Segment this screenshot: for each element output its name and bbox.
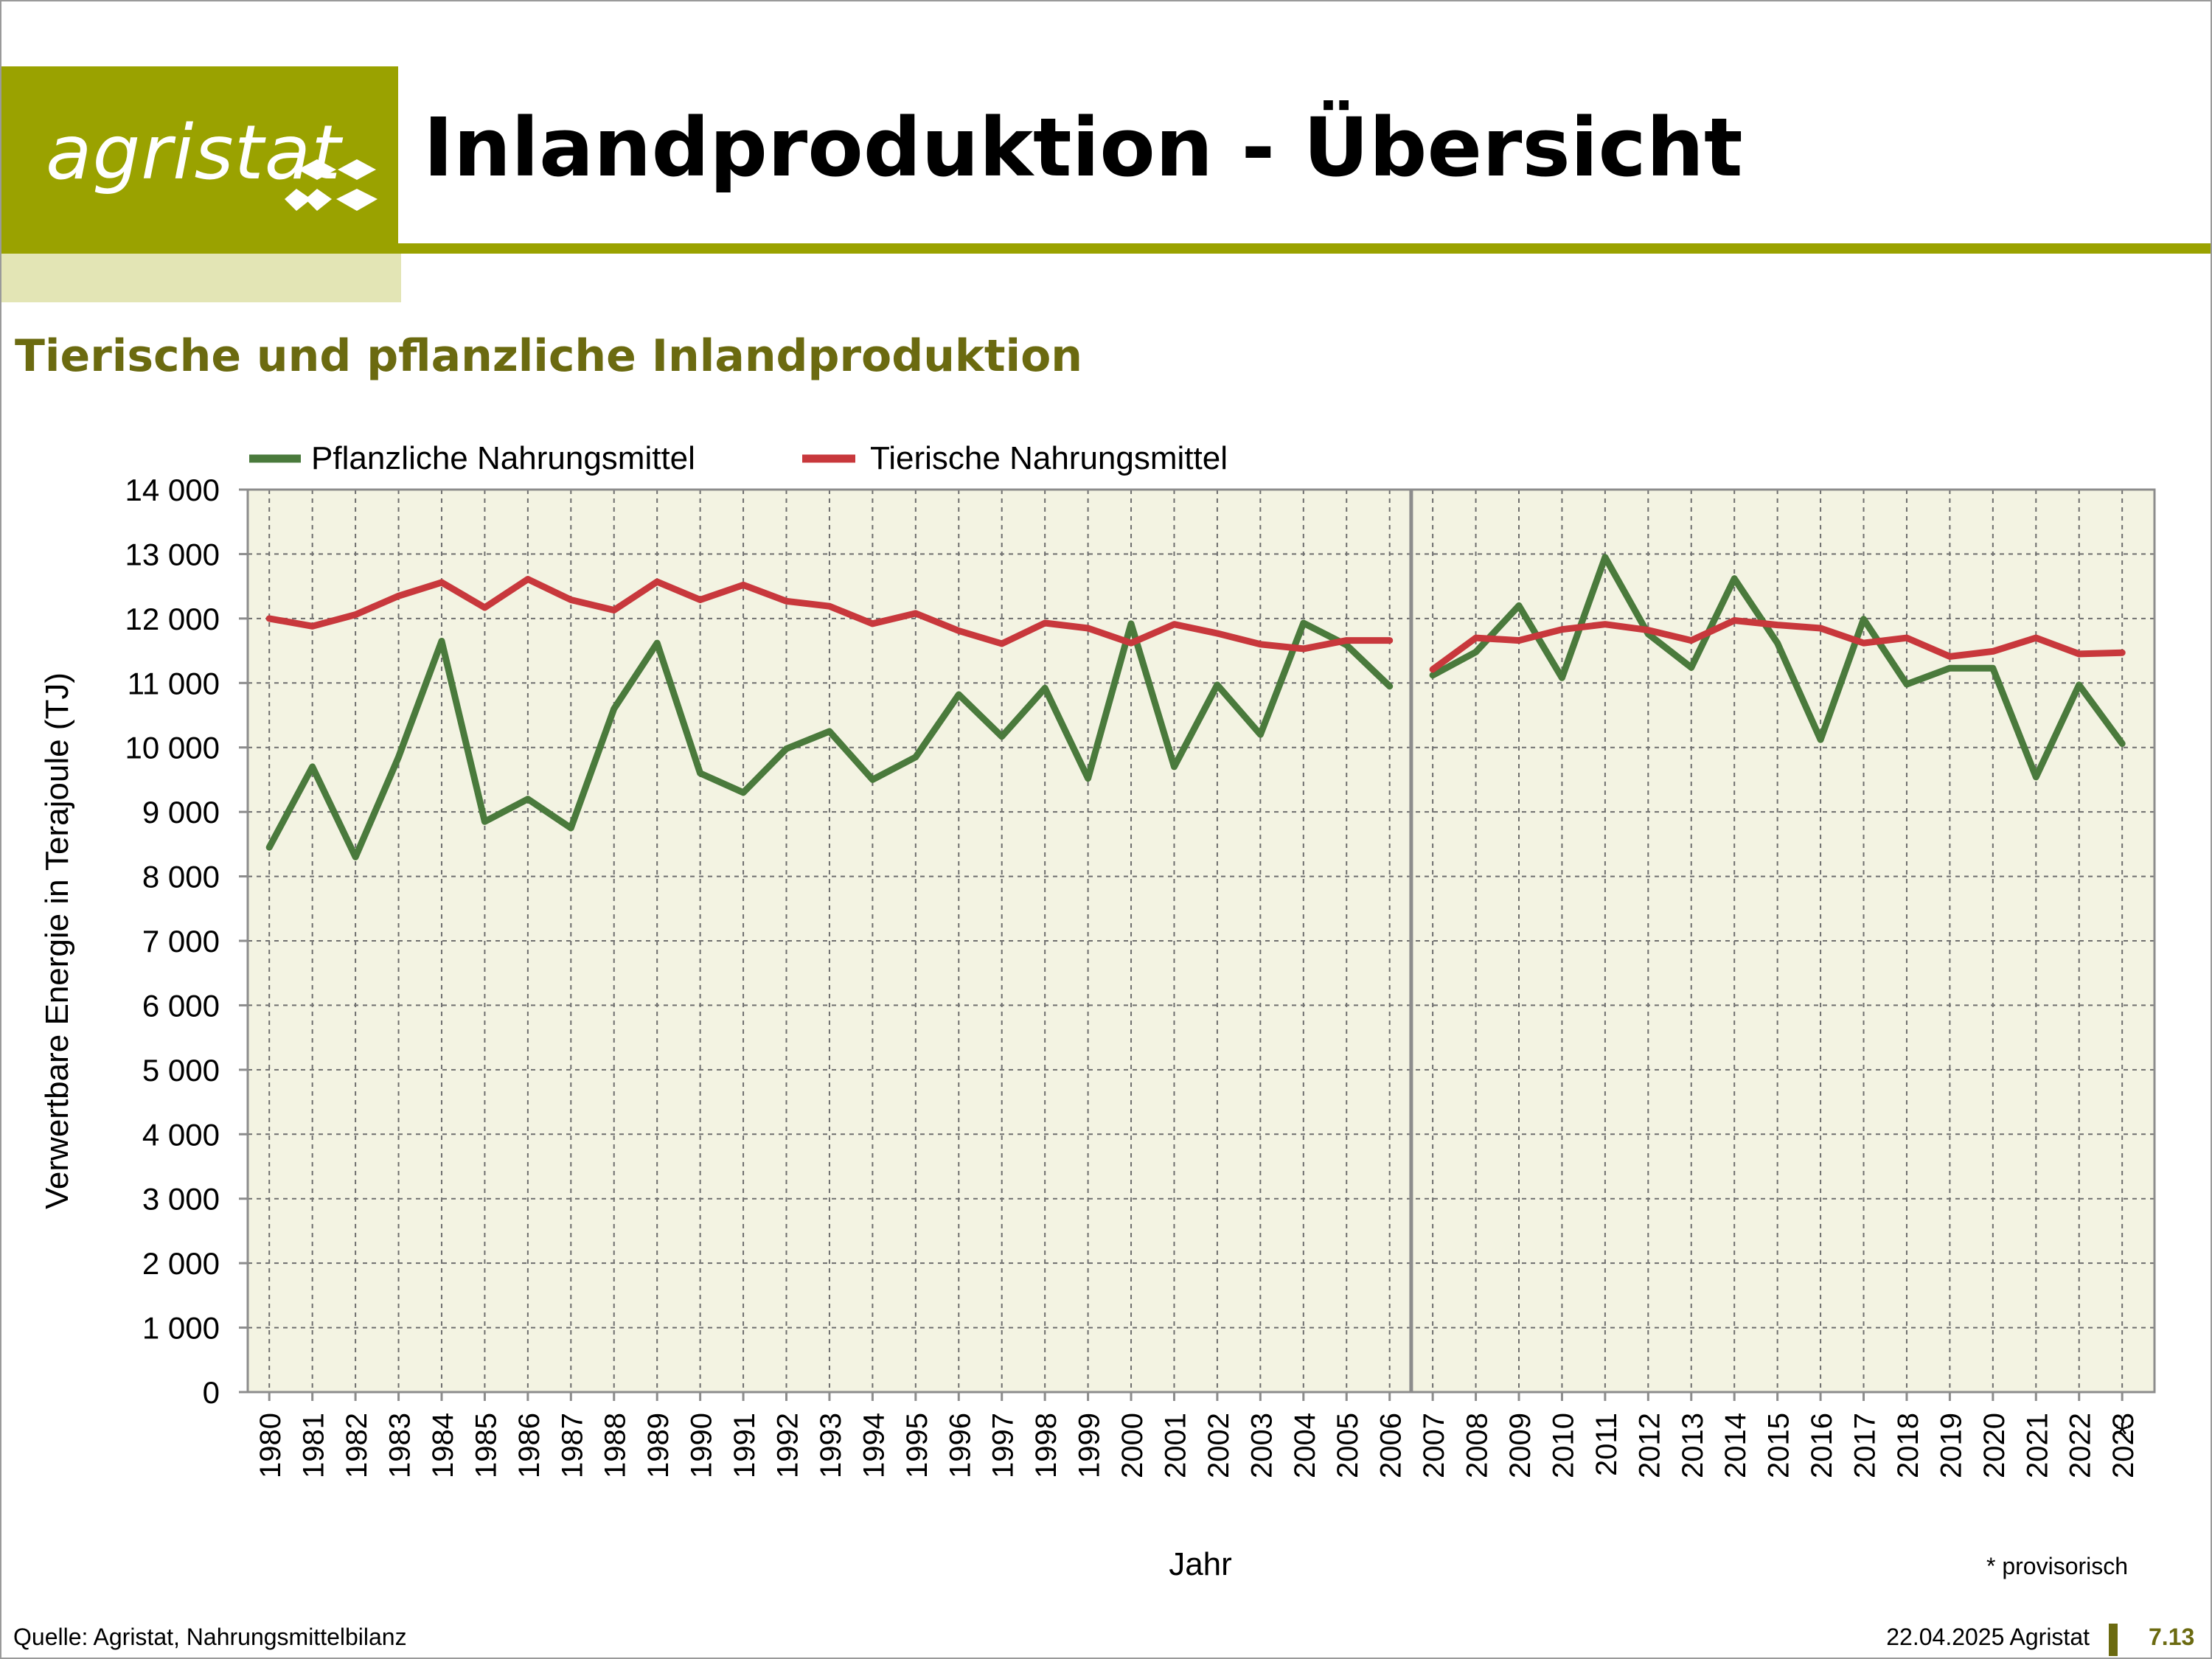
provisional-marker: * (2116, 1416, 2129, 1453)
series-lines (265, 554, 2126, 860)
x-tick-label: 2014 (1719, 1413, 1752, 1478)
y-tick-label: 9 000 (142, 795, 220, 830)
x-tick-label: 1995 (901, 1413, 933, 1478)
x-tick-label: 1996 (944, 1413, 976, 1478)
x-tick-label: 1994 (858, 1413, 890, 1478)
x-tick-label: 2000 (1116, 1413, 1149, 1478)
page-title: Inlandproduktion - Übersicht (423, 100, 1743, 195)
x-tick-label: 1998 (1030, 1413, 1062, 1478)
series-line-plant (1429, 554, 2126, 781)
header-rule (398, 243, 2211, 254)
x-tick-label: 2009 (1504, 1413, 1537, 1478)
x-tick-label: 2006 (1375, 1413, 1408, 1478)
x-tick-label: 1987 (556, 1413, 588, 1478)
y-tick-label: 10 000 (125, 731, 220, 765)
y-tick-label: 11 000 (128, 666, 220, 700)
x-tick-label: 2015 (1763, 1413, 1795, 1478)
x-tick-label: 2016 (1806, 1413, 1838, 1478)
x-tick-label: 2003 (1245, 1413, 1278, 1478)
x-tick-label: 2017 (1849, 1413, 1882, 1478)
legend-label-plant: Pflanzliche Nahrungsmittel (311, 440, 695, 476)
agristat-logo (1, 66, 398, 254)
x-tick-label: 2019 (1935, 1413, 1967, 1478)
y-axis-label: Verwertbare Energie in Terajoule (TJ) (39, 672, 75, 1209)
series-line-plant (265, 619, 1394, 860)
y-tick-label: 3 000 (142, 1182, 220, 1217)
y-tick-label: 2 000 (142, 1246, 220, 1281)
plot-area (248, 490, 2154, 1392)
x-tick-label: 2012 (1633, 1413, 1666, 1478)
provisional-footnote: * provisorisch (1986, 1553, 2129, 1579)
x-tick-label: 1990 (686, 1413, 718, 1478)
x-axis: 1980 1981 1982 1983 1984 1985 1986 1987 1988 1989… (254, 1392, 2140, 1478)
x-tick-label: 1993 (815, 1413, 847, 1478)
x-axis-label: Jahr (1169, 1546, 1232, 1582)
logo-underlay (1, 254, 401, 302)
x-tick-label: 2011 (1590, 1413, 1623, 1476)
chart-subtitle: Tierische und pflanzliche Inlandprodukti… (15, 330, 1082, 382)
x-tick-label: 1997 (987, 1413, 1020, 1478)
legend: Pflanzliche Nahrungsmittel Tierische Nah… (249, 440, 1228, 476)
y-tick-label: 0 (203, 1375, 220, 1410)
series-line-animal (1429, 617, 2126, 673)
logo-wordmark: agristat (46, 109, 342, 197)
line-chart: 0 1 000 2 000 3 000 4 000 5 000 6 000 7 000 8 00… (39, 440, 2156, 1582)
y-tick-label: 1 000 (142, 1311, 220, 1346)
x-tick-label: 1991 (728, 1413, 761, 1478)
x-tick-label: 2002 (1203, 1413, 1235, 1478)
x-tick-label: 2023 (2107, 1413, 2140, 1478)
x-tick-label: 1986 (513, 1413, 546, 1478)
y-tick-label: 6 000 (142, 988, 220, 1023)
x-tick-label: 2008 (1461, 1413, 1494, 1478)
x-tick-label: 2013 (1677, 1413, 1709, 1478)
x-tick-label: 2001 (1159, 1413, 1192, 1478)
x-tick-label: 2007 (1418, 1413, 1450, 1478)
x-tick-label: 2010 (1547, 1413, 1579, 1478)
series-line-animal (265, 576, 1394, 653)
x-tick-label: 1984 (427, 1413, 459, 1478)
x-tick-label: 1989 (642, 1413, 675, 1478)
y-tick-label: 14 000 (125, 473, 220, 507)
x-tick-label: 1983 (384, 1413, 417, 1478)
logo-diamond-icon (285, 159, 378, 211)
x-tick-label: 2004 (1289, 1413, 1321, 1478)
y-axis: 0 1 000 2 000 3 000 4 000 5 000 6 000 7 000 8 00… (125, 473, 248, 1410)
legend-label-animal: Tierische Nahrungsmittel (870, 440, 1228, 476)
x-tick-label: 2022 (2065, 1413, 2097, 1478)
x-tick-label: 1982 (341, 1413, 373, 1478)
x-tick-label: 2005 (1332, 1413, 1364, 1478)
x-tick-label: 1980 (254, 1413, 287, 1478)
x-tick-label: 1992 (772, 1413, 804, 1478)
y-tick-label: 4 000 (142, 1117, 220, 1152)
footer-date: 22.04.2025 Agristat (1886, 1624, 2090, 1650)
x-tick-label: 2021 (2021, 1413, 2053, 1478)
x-tick-label: 1981 (298, 1413, 330, 1478)
y-tick-label: 8 000 (142, 860, 220, 894)
x-tick-label: 1985 (470, 1413, 502, 1478)
x-tick-label: 1988 (599, 1413, 632, 1478)
page-number: 7.13 (2149, 1624, 2195, 1650)
y-tick-label: 5 000 (142, 1053, 220, 1088)
footer-divider (2109, 1624, 2118, 1656)
y-tick-label: 13 000 (125, 537, 220, 571)
footer-source: Quelle: Agristat, Nahrungsmittelbilanz (13, 1624, 407, 1650)
y-tick-label: 12 000 (125, 602, 220, 636)
x-tick-label: 2020 (1978, 1413, 2011, 1478)
x-tick-label: 2018 (1892, 1413, 1924, 1478)
y-tick-label: 7 000 (142, 924, 220, 959)
grid-lines (248, 490, 2154, 1392)
x-tick-label: 1999 (1074, 1413, 1106, 1478)
